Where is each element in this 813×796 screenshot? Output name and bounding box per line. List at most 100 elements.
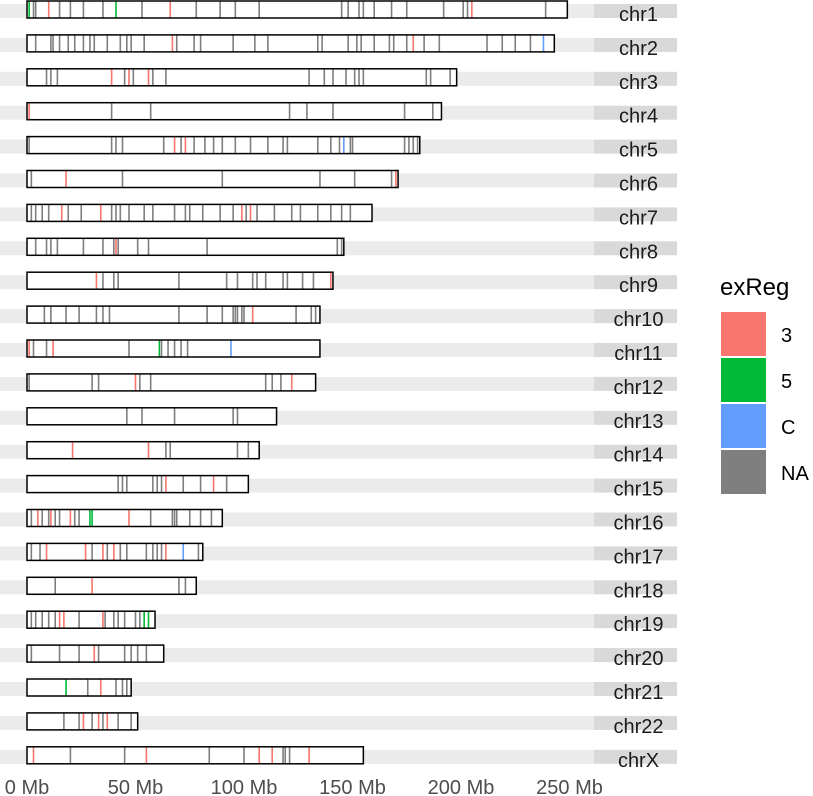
chromosome-label: chr16 — [613, 513, 663, 535]
legend-label: 5 — [781, 371, 792, 393]
chromosome-row: chr4 — [0, 101, 677, 128]
chromosome-outline — [26, 271, 334, 290]
chromosome-label: chr2 — [619, 38, 658, 60]
chromosome-label: chr14 — [613, 445, 663, 467]
legend-label: NA — [781, 463, 809, 485]
chromosome-outline — [26, 339, 321, 358]
chromosome-outline — [26, 440, 260, 460]
panel-background — [0, 715, 594, 730]
chromosome-outline — [26, 305, 321, 324]
chromosome-body — [27, 68, 457, 86]
chromosome-body — [27, 679, 132, 696]
chromosome-row: chr16 — [0, 508, 677, 535]
chromosome-outline — [26, 237, 345, 257]
legend: exReg 3 5 C NA — [720, 274, 809, 494]
strip-background — [594, 546, 677, 561]
x-tick-label: 0 Mb — [5, 777, 49, 796]
chromosome-outline — [26, 678, 132, 697]
legend-label: 3 — [781, 325, 792, 347]
chromosome-body — [27, 645, 164, 663]
chromosome-row: chr7 — [0, 203, 677, 229]
chromosome-row: chr18 — [0, 576, 677, 602]
chromosome-label: chr11 — [614, 343, 663, 365]
chromosome-outline — [26, 169, 399, 189]
chromosome-row: chr9 — [0, 271, 677, 297]
strip-background — [594, 648, 677, 663]
strip-background — [594, 139, 677, 154]
chromosome-label: chr17 — [613, 546, 663, 568]
chromosome-label: chr5 — [619, 140, 658, 162]
chromosome-body — [27, 306, 320, 324]
strip-background — [594, 105, 677, 120]
legend-label: C — [781, 417, 795, 439]
chromosome-row: chr14 — [0, 440, 677, 467]
chromosome-label: chr18 — [613, 580, 663, 602]
strip-background — [594, 715, 677, 730]
chromosome-outline — [26, 0, 569, 19]
chromosome-label: chr12 — [613, 377, 663, 399]
strip-background — [594, 4, 677, 18]
chromosome-body — [27, 475, 249, 493]
chromosome-row: chr22 — [0, 712, 677, 738]
chromosome-label: chr13 — [613, 411, 663, 433]
chromosome-body — [27, 577, 197, 595]
chromosome-row: chr19 — [0, 610, 677, 636]
x-tick-label: 200 Mb — [428, 777, 495, 796]
chromosome-row: chr3 — [0, 68, 677, 94]
chromosome-label: chr7 — [619, 207, 658, 229]
chromosome-outline — [26, 203, 373, 223]
strip-background — [594, 682, 677, 696]
legend-title: exReg — [720, 274, 789, 301]
chromosome-row: chr13 — [0, 407, 677, 433]
chromosome-label: chrX — [618, 750, 659, 772]
chromosome-outline — [26, 746, 365, 765]
chromosome-label: chr8 — [619, 241, 658, 263]
chromosome-outline — [26, 712, 139, 731]
x-tick-label: 100 Mb — [211, 777, 278, 796]
strip-background — [594, 207, 677, 222]
chromosome-row: chr17 — [0, 542, 677, 568]
strip-background — [594, 309, 677, 324]
x-axis: 0 Mb 50 Mb 100 Mb 150 Mb 200 Mb 250 Mb — [5, 777, 603, 796]
chromosome-row: chr5 — [0, 135, 677, 162]
chromosome-label: chr22 — [613, 716, 663, 738]
chromosome-label: chr15 — [613, 479, 663, 501]
strip-background — [594, 343, 677, 357]
chromosome-body — [27, 340, 320, 357]
strip-background — [594, 71, 677, 86]
chromosome-outline — [26, 576, 198, 596]
chromosome-label: chr3 — [619, 72, 658, 94]
chromosome-body — [27, 204, 373, 222]
strip-background — [594, 241, 677, 256]
chromosome-row: chr6 — [0, 169, 677, 196]
chromosome-body — [27, 407, 277, 425]
chromosome-outline — [26, 508, 224, 528]
chromosome-label: chr19 — [613, 614, 663, 636]
strip-background — [594, 512, 677, 527]
chromosome-outline — [26, 101, 443, 121]
chromosome-label: chr9 — [619, 275, 658, 297]
strip-background — [594, 37, 677, 52]
chromosome-row: chr2 — [0, 34, 677, 60]
strip-background — [594, 410, 677, 425]
chromosome-outline — [26, 610, 156, 629]
chromosome-outline — [26, 474, 250, 494]
x-tick-label: 150 Mb — [319, 777, 386, 796]
chromosome-label: chr10 — [613, 309, 663, 331]
chromosome-label: chr21 — [613, 682, 663, 704]
chromosome-body — [27, 170, 399, 188]
panel-background — [0, 682, 594, 696]
x-tick-label: 50 Mb — [108, 777, 164, 796]
chromosome-panels: chr1 chr2 chr3 chr4 chr5 chr6 chr7 chr8 chr9 chr1… — [0, 0, 677, 772]
chromosome-body — [27, 238, 344, 256]
legend-key — [721, 450, 766, 494]
chromosome-outline — [26, 407, 278, 426]
legend-key — [721, 404, 766, 448]
strip-background — [594, 614, 677, 629]
strip-background — [594, 376, 677, 391]
legend-key — [721, 312, 766, 356]
x-tick-label: 250 Mb — [536, 777, 603, 796]
chromosome-body — [27, 746, 364, 764]
strip-background — [594, 173, 677, 188]
chromosome-outline — [26, 373, 317, 392]
